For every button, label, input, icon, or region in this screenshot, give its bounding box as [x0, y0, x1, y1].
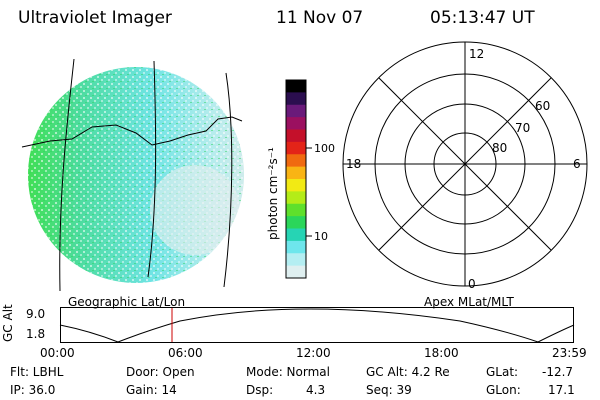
colorbar-band	[286, 166, 306, 180]
date-label: 11 Nov 07	[276, 8, 364, 28]
colorbar-tick-10: 10	[314, 230, 328, 243]
xtick-12: 12:00	[296, 346, 331, 360]
longitude-line	[59, 58, 75, 292]
colorbar-band	[286, 104, 306, 118]
colorbar-tick-100: 100	[314, 142, 335, 155]
xtick-00: 00:00	[40, 346, 75, 360]
colorbar-band	[286, 191, 306, 205]
altitude-ytick-1.8: 1.8	[26, 327, 46, 341]
altitude-plot	[59, 307, 575, 343]
mlt-label-18: 18	[346, 157, 361, 171]
latitude-line	[21, 116, 243, 148]
lat-label-70: 70	[515, 121, 530, 135]
colorbar-band	[286, 154, 306, 168]
colorbar-band	[286, 92, 306, 106]
earth-disk	[28, 67, 244, 283]
instrument-title: Ultraviolet Imager	[18, 8, 172, 28]
longitude-line	[147, 60, 157, 278]
mode-status: Mode: Normal	[246, 365, 330, 379]
seq-status: Seq: 39	[366, 383, 412, 397]
altitude-ylabel: GC Alt	[1, 304, 15, 342]
filter-status: Flt: LBHL	[10, 365, 64, 379]
colorbar-unit-label: photon cm⁻²s⁻¹	[266, 147, 280, 240]
xtick-06: 06:00	[168, 346, 203, 360]
image-panel-label: Geographic Lat/Lon	[68, 295, 186, 309]
dsp-value: 4.3	[306, 383, 326, 397]
xtick-18: 18:00	[424, 346, 459, 360]
glon-value: 17.1	[548, 383, 575, 397]
polar-panel-label: Apex MLat/MLT	[424, 295, 514, 309]
lat-label-60: 60	[535, 99, 550, 113]
gc-alt-status: GC Alt: 4.2 Re	[366, 365, 450, 379]
glat-label: GLat:	[486, 365, 519, 379]
polar-plot: 12 18 6 0 60 70 80	[342, 41, 588, 291]
colorbar-band	[286, 228, 306, 242]
colorbar: 100 10 photon cm⁻²s⁻¹	[266, 79, 335, 279]
mlt-label-0: 0	[468, 277, 476, 291]
altitude-curve	[59, 308, 575, 343]
time-label: 05:13:47 UT	[430, 8, 535, 28]
dsp-label: Dsp:	[246, 383, 274, 397]
xtick-2359: 23:59	[552, 346, 587, 360]
glon-label: GLon:	[486, 383, 521, 397]
colorbar-band	[286, 179, 306, 192]
colorbar-band	[286, 203, 306, 217]
colorbar-band	[286, 265, 306, 279]
altitude-ytick-9: 9.0	[26, 307, 46, 321]
colorbar-band	[286, 80, 306, 93]
colorbar-band	[286, 240, 306, 254]
ip-status: IP: 36.0	[10, 383, 56, 397]
longitude-line	[223, 72, 233, 288]
colorbar-band	[286, 141, 306, 155]
colorbar-band	[286, 253, 306, 267]
mlt-label-6: 6	[573, 157, 581, 171]
colorbar-band	[286, 117, 306, 130]
glat-value: -12.7	[542, 365, 574, 379]
lat-label-80: 80	[492, 141, 507, 155]
mlt-label-12: 12	[469, 47, 484, 61]
colorbar-band	[286, 216, 306, 229]
colorbar-band	[286, 129, 306, 143]
uv-image-panel	[21, 58, 244, 292]
door-status: Door: Open	[126, 365, 195, 379]
gain-status: Gain: 14	[126, 383, 177, 397]
